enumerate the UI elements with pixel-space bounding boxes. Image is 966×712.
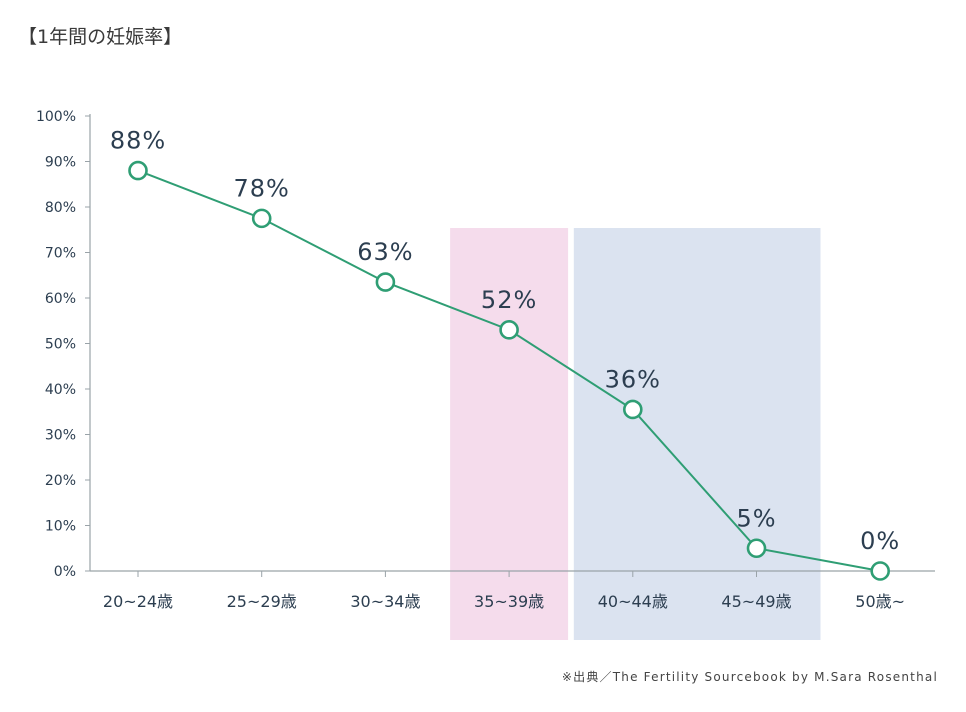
y-tick-label: 30% — [45, 428, 76, 444]
highlight-band — [573, 228, 821, 640]
data-label: 63% — [357, 238, 413, 266]
data-labels: 88% 78% 63% 52% 36% 5% 0% — [110, 127, 900, 555]
x-tick-label: 30~34歳 — [350, 592, 420, 611]
y-tick-label: 80% — [45, 200, 76, 216]
data-label: 0% — [860, 527, 900, 555]
x-tick-label: 45~49歳 — [721, 592, 791, 611]
data-label: 36% — [605, 365, 661, 393]
y-tick-label: 40% — [45, 382, 76, 398]
x-tick-label: 40~44歳 — [598, 592, 668, 611]
data-label: 52% — [481, 286, 537, 314]
data-label: 5% — [736, 504, 776, 532]
x-tick-label: 20~24歳 — [103, 592, 173, 611]
data-point — [128, 160, 148, 181]
data-label: 88% — [110, 127, 166, 155]
axes — [89, 114, 935, 572]
data-point — [870, 561, 891, 581]
x-tick-label: 25~29歳 — [227, 592, 297, 611]
chart-title: 【1年間の妊娠率】 — [18, 26, 183, 48]
series-line — [128, 160, 891, 581]
x-tick-label: 50歳~ — [855, 592, 905, 611]
y-tick-label: 20% — [45, 473, 76, 489]
source-note: ※出典／The Fertility Sourcebook by M.Sara R… — [561, 670, 938, 684]
x-tick-labels: 20~24歳 25~29歳 30~34歳 35~39歳 40~44歳 45~49歳 50歳~ — [103, 571, 905, 611]
data-point — [251, 208, 272, 229]
y-tick-labels: 0% 10% 20% 30% 40% 50% 60% 70% 80% 90% 100% — [36, 109, 90, 580]
y-tick-label: 70% — [45, 246, 76, 262]
y-tick-label: 50% — [45, 337, 76, 353]
data-point — [622, 399, 643, 420]
y-tick-label: 100% — [36, 109, 76, 125]
data-point — [746, 538, 767, 559]
data-point — [499, 320, 519, 340]
y-tick-label: 60% — [45, 291, 76, 307]
y-tick-label: 90% — [45, 155, 76, 171]
data-point — [375, 272, 396, 292]
x-tick-label: 35~39歳 — [474, 592, 544, 611]
y-tick-label: 0% — [54, 564, 76, 580]
y-tick-label: 10% — [45, 519, 76, 535]
data-label: 78% — [234, 174, 290, 202]
